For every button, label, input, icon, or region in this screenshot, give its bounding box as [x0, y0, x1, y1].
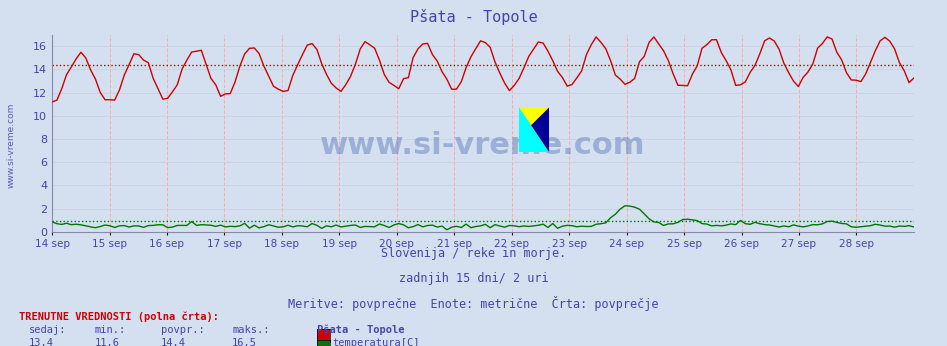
Text: temperatura[C]: temperatura[C] [332, 338, 420, 346]
Polygon shape [519, 107, 549, 152]
Text: povpr.:: povpr.: [161, 325, 205, 335]
Text: zadnjih 15 dni/ 2 uri: zadnjih 15 dni/ 2 uri [399, 272, 548, 285]
Text: Slovenija / reke in morje.: Slovenija / reke in morje. [381, 247, 566, 261]
Text: www.si-vreme.com: www.si-vreme.com [320, 130, 646, 160]
Polygon shape [519, 107, 549, 152]
Text: 14,4: 14,4 [161, 338, 186, 346]
Text: Pšata - Topole: Pšata - Topole [317, 325, 404, 335]
Text: min.:: min.: [95, 325, 126, 335]
Text: maks.:: maks.: [232, 325, 270, 335]
Text: Pšata - Topole: Pšata - Topole [410, 9, 537, 25]
Polygon shape [531, 107, 549, 152]
Text: 13,4: 13,4 [28, 338, 53, 346]
Text: Meritve: povprečne  Enote: metrične  Črta: povprečje: Meritve: povprečne Enote: metrične Črta:… [288, 296, 659, 311]
Text: 16,5: 16,5 [232, 338, 257, 346]
Text: 11,6: 11,6 [95, 338, 119, 346]
Text: www.si-vreme.com: www.si-vreme.com [7, 103, 16, 188]
Text: sedaj:: sedaj: [28, 325, 66, 335]
Text: TRENUTNE VREDNOSTI (polna črta):: TRENUTNE VREDNOSTI (polna črta): [19, 311, 219, 322]
